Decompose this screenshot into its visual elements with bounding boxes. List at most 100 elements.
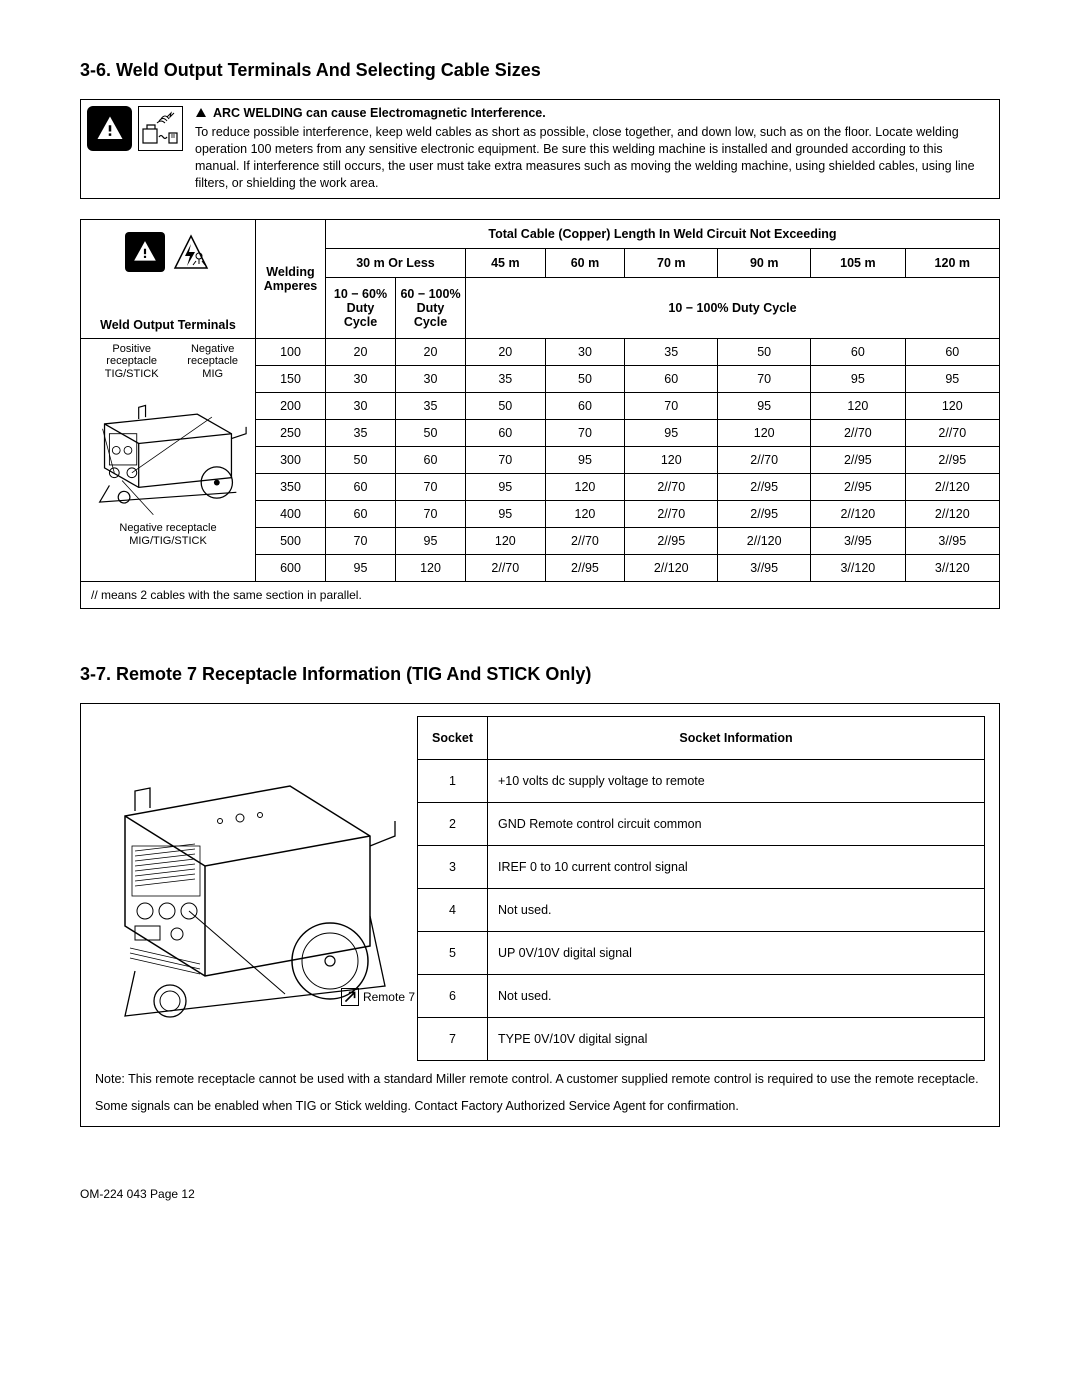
cell: 60 xyxy=(326,500,396,527)
cell: Not used. xyxy=(488,974,985,1017)
dist-2: 70 m xyxy=(625,248,718,277)
weld-terminals-header: Weld Output Terminals xyxy=(85,318,251,332)
receptacle-note-1: Note: This remote receptacle cannot be u… xyxy=(95,1071,985,1089)
cell: 60 xyxy=(545,392,625,419)
cell: 95 xyxy=(905,365,999,392)
cell: 2//95 xyxy=(545,554,625,581)
welding-amperes-header: Welding Amperes xyxy=(256,219,326,338)
receptacle-note-2: Some signals can be enabled when TIG or … xyxy=(95,1098,985,1116)
cell: 120 xyxy=(625,446,718,473)
emi-interference-icon xyxy=(138,106,183,151)
cell: 95 xyxy=(396,527,466,554)
warning-heading: ARC WELDING can cause Electromagnetic In… xyxy=(213,106,546,120)
duty-low: 10 − 60% Duty Cycle xyxy=(326,278,396,338)
cable-table-footnote: // means 2 cables with the same section … xyxy=(81,581,1000,608)
cell: 120 xyxy=(811,392,905,419)
cell: IREF 0 to 10 current control signal xyxy=(488,845,985,888)
cell: 3//95 xyxy=(905,527,999,554)
cell: +10 volts dc supply voltage to remote xyxy=(488,759,985,802)
cell: 2//95 xyxy=(625,527,718,554)
cell: 70 xyxy=(545,419,625,446)
cell: 50 xyxy=(466,392,546,419)
cell: 70 xyxy=(326,527,396,554)
th-socket: Socket xyxy=(418,716,488,759)
cell: 35 xyxy=(625,338,718,365)
socket-info-table: Socket Socket Information 1+10 volts dc … xyxy=(417,716,985,1061)
cell: 2//70 xyxy=(811,419,905,446)
callout-arrow-icon xyxy=(341,988,359,1006)
cell: 2//95 xyxy=(718,500,811,527)
cell: 60 xyxy=(811,338,905,365)
dist-4: 105 m xyxy=(811,248,905,277)
cell: 30 xyxy=(545,338,625,365)
emi-warning-block: ARC WELDING can cause Electromagnetic In… xyxy=(80,99,1000,199)
dist-3: 90 m xyxy=(718,248,811,277)
cell: 95 xyxy=(466,500,546,527)
cell: 2//70 xyxy=(625,473,718,500)
cell: 3 xyxy=(418,845,488,888)
cell: 400 xyxy=(256,500,326,527)
cell: 30 xyxy=(396,365,466,392)
dist-1: 60 m xyxy=(545,248,625,277)
cell: 70 xyxy=(625,392,718,419)
cell: 35 xyxy=(396,392,466,419)
cell: 70 xyxy=(396,500,466,527)
cell: 50 xyxy=(545,365,625,392)
bullet-triangle-icon xyxy=(195,107,207,119)
negall-receptacle-label: Negative receptacle MIG/TIG/STICK xyxy=(85,522,251,547)
cell: 3//95 xyxy=(811,527,905,554)
cell: 6 xyxy=(418,974,488,1017)
cell: 2//70 xyxy=(905,419,999,446)
cell: 20 xyxy=(466,338,546,365)
cell: 20 xyxy=(326,338,396,365)
cell: 2//120 xyxy=(905,500,999,527)
cell: 95 xyxy=(811,365,905,392)
cell: 70 xyxy=(466,446,546,473)
cell: 500 xyxy=(256,527,326,554)
cell: 250 xyxy=(256,419,326,446)
cell: Not used. xyxy=(488,888,985,931)
welder-terminals-illustration xyxy=(85,380,251,520)
cell: 2//70 xyxy=(466,554,546,581)
cell: 2//120 xyxy=(811,500,905,527)
cell: 7 xyxy=(418,1017,488,1060)
cell: 2//95 xyxy=(811,473,905,500)
cell: 2//120 xyxy=(905,473,999,500)
cell: 2//70 xyxy=(545,527,625,554)
cable-size-table: Weld Output Terminals Welding Amperes To… xyxy=(80,219,1000,609)
warning-body: To reduce possible interference, keep we… xyxy=(195,124,989,192)
cell: 120 xyxy=(545,500,625,527)
warning-triangle-icon xyxy=(87,106,132,151)
cell: 5 xyxy=(418,931,488,974)
page-footer: OM-224 043 Page 12 xyxy=(80,1187,1000,1201)
cell: 60 xyxy=(326,473,396,500)
cell: 1 xyxy=(418,759,488,802)
cell: 100 xyxy=(256,338,326,365)
cell: 60 xyxy=(625,365,718,392)
cell: 20 xyxy=(396,338,466,365)
cell: 300 xyxy=(256,446,326,473)
cell: 95 xyxy=(326,554,396,581)
cell: 4 xyxy=(418,888,488,931)
cell: 95 xyxy=(545,446,625,473)
cell: 2 xyxy=(418,802,488,845)
cell: 50 xyxy=(326,446,396,473)
section-3-7-title: 3-7. Remote 7 Receptacle Information (TI… xyxy=(80,664,1000,685)
cell: 2//70 xyxy=(718,446,811,473)
cell: 60 xyxy=(905,338,999,365)
welder-receptacle-illustration: Remote 7 xyxy=(95,716,405,1036)
cell: 2//70 xyxy=(625,500,718,527)
cell: 120 xyxy=(545,473,625,500)
cell: GND Remote control circuit common xyxy=(488,802,985,845)
cell: 3//120 xyxy=(811,554,905,581)
cell: 30 xyxy=(326,365,396,392)
shock-hazard-icon xyxy=(171,232,211,272)
cell: 3//95 xyxy=(718,554,811,581)
cell: 60 xyxy=(396,446,466,473)
cell: 60 xyxy=(466,419,546,446)
cell: UP 0V/10V digital signal xyxy=(488,931,985,974)
cell: 30 xyxy=(326,392,396,419)
cell: 350 xyxy=(256,473,326,500)
cell: 2//120 xyxy=(625,554,718,581)
dist-5: 120 m xyxy=(905,248,999,277)
